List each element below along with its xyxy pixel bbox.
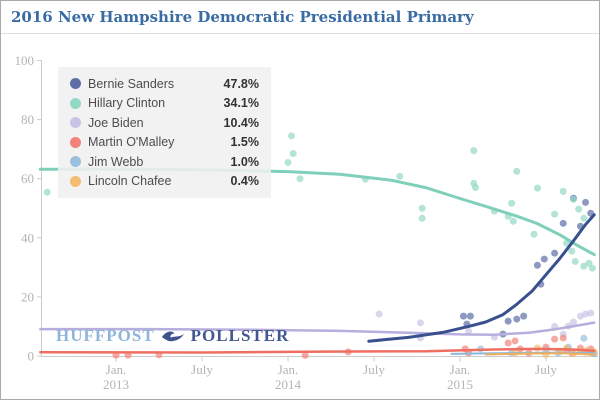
legend-value: 10.4%: [223, 115, 259, 130]
legend-swatch-lincoln-chafee: [70, 175, 81, 187]
svg-text:2014: 2014: [275, 377, 302, 392]
svg-text:Jan.: Jan.: [106, 362, 127, 377]
legend-value: 0.4%: [230, 174, 260, 189]
legend-label: Hillary Clinton: [88, 96, 166, 111]
legend-swatch-martin-omalley: [70, 136, 81, 148]
legend-value: 34.1%: [223, 96, 259, 111]
axes: [41, 60, 598, 357]
svg-text:80: 80: [21, 112, 34, 127]
svg-text:2015: 2015: [447, 377, 473, 392]
svg-text:100: 100: [15, 53, 35, 68]
huffpost-wordmark: HUFFPOST: [56, 326, 155, 345]
legend-swatch-bernie-sanders: [70, 78, 81, 90]
scatter-bernie-sanders: [459, 194, 595, 338]
legend-label: Bernie Sanders: [88, 76, 175, 91]
chart-header: 2016 New Hampshire Democratic Presidenti…: [1, 1, 599, 34]
legend-value: 1.5%: [230, 135, 260, 150]
legend-swatch-jim-webb: [70, 156, 81, 168]
svg-text:0: 0: [28, 349, 35, 364]
y-axis: 0 20 40 60 80 100: [15, 53, 41, 364]
legend-value: 47.8%: [223, 76, 259, 91]
legend-item-jim-webb[interactable]: Jim Webb 1.0%: [70, 152, 259, 172]
legend-item-hillary-clinton[interactable]: Hillary Clinton 34.1%: [70, 94, 259, 114]
legend-item-martin-omalley[interactable]: Martin O'Malley 1.5%: [70, 133, 259, 153]
legend-swatch-hillary-clinton: [70, 97, 81, 109]
scatter-joe-biden: [375, 309, 595, 342]
pollster-wordmark: POLLSTER: [190, 326, 290, 345]
trend-line-lincoln-chafee[interactable]: [484, 352, 596, 356]
scatter-hillary-clinton: [43, 132, 596, 272]
legend-item-lincoln-chafee[interactable]: Lincoln Chafee 0.4%: [70, 172, 259, 192]
bird-icon: [161, 329, 185, 343]
legend-label: Martin O'Malley: [88, 135, 175, 150]
svg-text:40: 40: [21, 230, 34, 245]
legend-item-bernie-sanders[interactable]: Bernie Sanders 47.8%: [70, 74, 259, 94]
svg-text:20: 20: [21, 289, 34, 304]
svg-text:Jan.: Jan.: [450, 362, 471, 377]
legend-label: Joe Biden: [88, 115, 144, 130]
svg-text:July: July: [535, 362, 557, 377]
svg-text:July: July: [363, 362, 385, 377]
svg-text:2013: 2013: [103, 377, 129, 392]
trend-line-martin-omalley[interactable]: [39, 347, 596, 354]
svg-text:July: July: [191, 362, 213, 377]
legend-label: Lincoln Chafee: [88, 174, 172, 189]
svg-text:Jan.: Jan.: [278, 362, 299, 377]
pollster-logo[interactable]: HUFFPOST POLLSTER: [56, 326, 289, 346]
legend-item-joe-biden[interactable]: Joe Biden 10.4%: [70, 113, 259, 133]
legend-value: 1.0%: [230, 154, 260, 169]
legend-label: Jim Webb: [88, 154, 144, 169]
chart-legend: Bernie Sanders 47.8% Hillary Clinton 34.…: [58, 67, 271, 198]
page-title: 2016 New Hampshire Democratic Presidenti…: [11, 8, 474, 26]
legend-swatch-joe-biden: [70, 117, 81, 129]
trend-line-bernie-sanders[interactable]: [367, 213, 596, 343]
trend-line-joe-biden[interactable]: [39, 321, 596, 336]
svg-text:60: 60: [21, 171, 34, 186]
